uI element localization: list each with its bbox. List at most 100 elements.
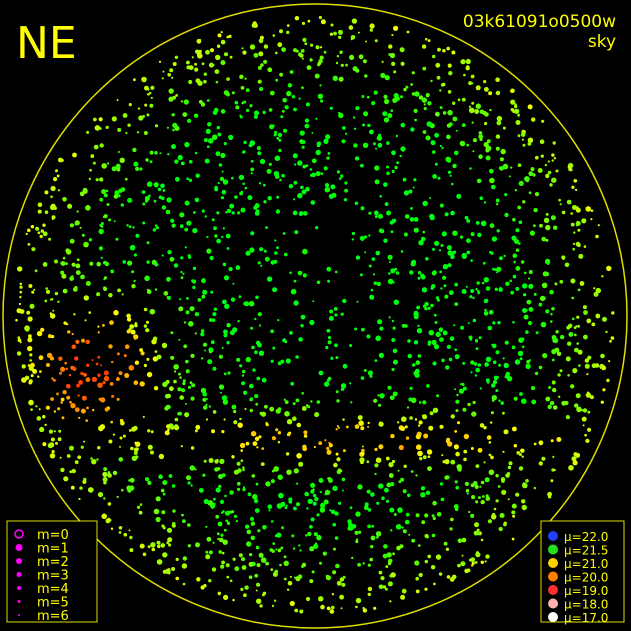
star bbox=[577, 288, 581, 292]
star bbox=[432, 54, 436, 59]
star bbox=[304, 42, 308, 46]
star bbox=[436, 394, 440, 398]
star bbox=[19, 295, 22, 299]
star bbox=[519, 392, 523, 396]
star bbox=[253, 205, 258, 210]
star bbox=[236, 357, 241, 362]
star bbox=[353, 127, 357, 130]
star bbox=[349, 506, 353, 510]
star bbox=[587, 427, 592, 432]
star bbox=[387, 385, 392, 390]
star bbox=[44, 190, 49, 195]
star bbox=[355, 68, 360, 73]
star bbox=[231, 91, 235, 95]
star bbox=[333, 547, 336, 551]
star bbox=[42, 223, 46, 227]
star bbox=[61, 273, 67, 279]
star bbox=[159, 152, 162, 155]
star bbox=[179, 298, 182, 301]
star bbox=[51, 215, 56, 220]
star bbox=[110, 269, 115, 274]
star bbox=[162, 480, 168, 486]
star bbox=[254, 110, 259, 116]
star bbox=[325, 134, 331, 140]
star bbox=[222, 262, 227, 267]
star bbox=[128, 365, 135, 371]
star bbox=[378, 570, 383, 575]
star bbox=[277, 474, 283, 480]
star bbox=[301, 57, 304, 60]
star bbox=[220, 196, 224, 200]
star bbox=[433, 582, 436, 586]
star bbox=[432, 500, 437, 506]
star bbox=[27, 316, 33, 322]
star bbox=[439, 203, 444, 208]
star bbox=[117, 127, 122, 132]
star bbox=[66, 395, 71, 400]
star bbox=[454, 282, 459, 287]
star bbox=[147, 545, 151, 549]
star bbox=[335, 270, 338, 274]
star bbox=[499, 166, 504, 171]
star bbox=[149, 103, 154, 108]
star bbox=[356, 300, 359, 303]
star bbox=[409, 386, 413, 390]
star bbox=[432, 516, 436, 521]
star-field bbox=[15, 15, 615, 614]
star bbox=[146, 357, 150, 361]
star bbox=[109, 320, 114, 325]
star bbox=[326, 446, 330, 451]
star bbox=[319, 46, 323, 49]
star bbox=[374, 472, 377, 476]
star bbox=[417, 276, 421, 280]
star bbox=[265, 561, 269, 566]
star bbox=[500, 401, 505, 405]
star bbox=[292, 402, 296, 406]
star bbox=[166, 276, 171, 282]
star bbox=[488, 310, 494, 315]
star bbox=[201, 357, 204, 360]
star bbox=[512, 253, 518, 258]
brightness-swatch bbox=[548, 598, 558, 609]
star bbox=[551, 153, 555, 157]
star bbox=[377, 319, 383, 325]
star bbox=[353, 143, 358, 148]
star bbox=[305, 596, 311, 602]
star bbox=[262, 110, 266, 115]
star bbox=[475, 367, 481, 373]
star bbox=[375, 147, 378, 150]
star bbox=[488, 453, 492, 457]
star bbox=[99, 177, 104, 182]
star bbox=[336, 55, 340, 58]
star bbox=[284, 400, 289, 404]
star bbox=[576, 315, 580, 319]
star bbox=[348, 526, 354, 531]
star bbox=[39, 234, 43, 239]
star bbox=[384, 75, 390, 81]
star bbox=[391, 367, 395, 372]
star bbox=[379, 326, 384, 331]
star bbox=[393, 25, 399, 31]
star bbox=[326, 266, 332, 272]
star bbox=[461, 97, 466, 102]
star bbox=[310, 517, 315, 522]
star bbox=[480, 560, 484, 564]
star bbox=[268, 162, 272, 166]
star bbox=[225, 563, 230, 568]
star bbox=[143, 131, 148, 135]
star bbox=[144, 103, 148, 107]
star bbox=[212, 134, 218, 140]
star bbox=[124, 373, 130, 378]
star bbox=[91, 359, 94, 362]
star bbox=[184, 227, 189, 232]
star bbox=[331, 593, 335, 596]
star bbox=[378, 228, 384, 233]
star bbox=[336, 580, 342, 586]
star bbox=[515, 248, 520, 252]
star bbox=[98, 425, 104, 432]
star bbox=[246, 541, 252, 547]
star bbox=[488, 91, 493, 96]
star bbox=[315, 226, 319, 230]
star bbox=[348, 25, 354, 30]
star bbox=[119, 436, 123, 440]
